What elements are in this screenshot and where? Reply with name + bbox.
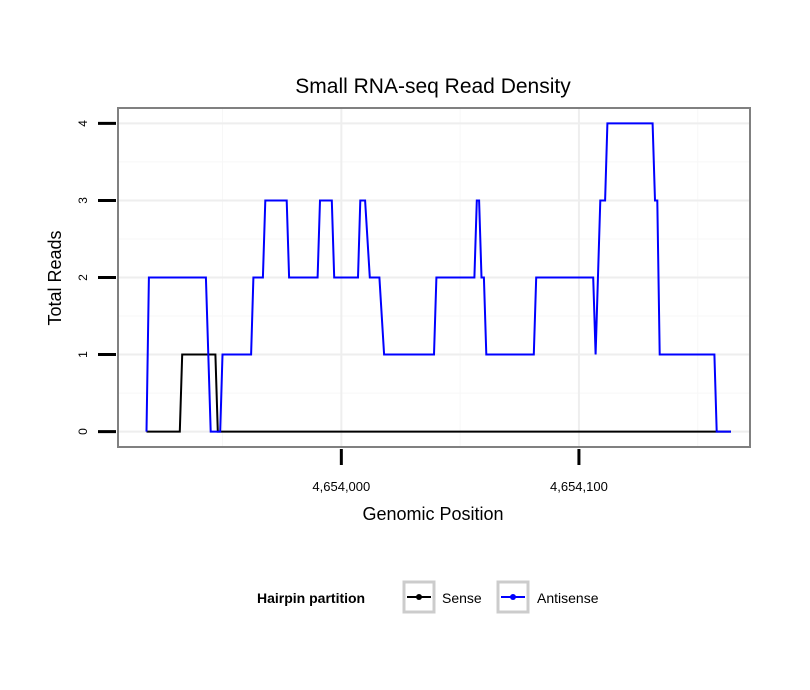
series-lines: [145, 122, 731, 433]
gridlines: [118, 108, 750, 447]
plot-border: [117, 107, 751, 448]
legend-point-sense: [416, 594, 422, 600]
x-tick-label: 4,654,000: [312, 479, 370, 494]
y-tick-label: 4: [76, 120, 90, 127]
axes: 0 1 2 3 4 4,654,000 4,654,100: [76, 120, 608, 494]
y-axis-label: Total Reads: [45, 230, 65, 325]
x-axis-label: Genomic Position: [362, 504, 503, 524]
x-tick-label: 4,654,100: [550, 479, 608, 494]
legend: Hairpin partition Sense Antisense: [257, 580, 599, 614]
legend-title: Hairpin partition: [257, 590, 365, 606]
y-tick-label: 1: [76, 351, 90, 358]
y-tick-label: 2: [76, 274, 90, 281]
series-line-sense: [146, 353, 731, 433]
legend-point-antisense: [510, 594, 516, 600]
legend-label-antisense: Antisense: [537, 590, 599, 606]
legend-label-sense: Sense: [442, 590, 482, 606]
series-line-antisense: [145, 122, 731, 433]
y-tick-label: 0: [76, 428, 90, 435]
y-tick-label: 3: [76, 197, 90, 204]
chart-title: Small RNA-seq Read Density: [295, 75, 571, 98]
